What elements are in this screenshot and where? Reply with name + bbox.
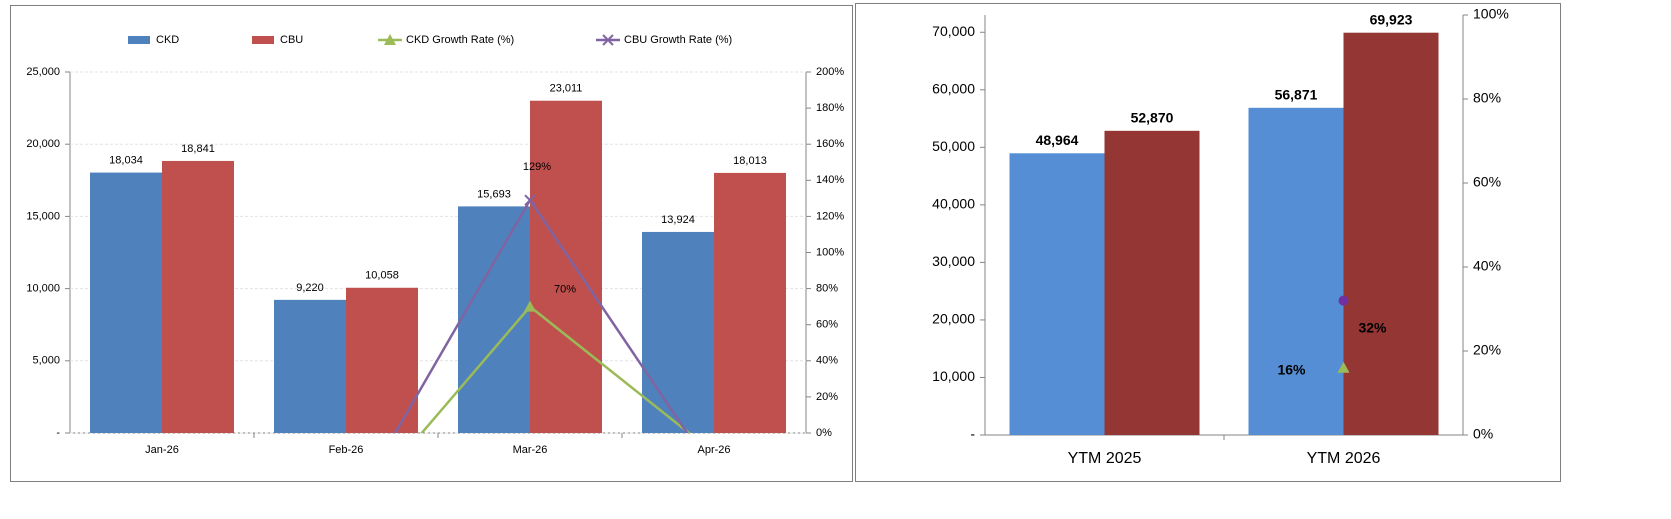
- data-label: 18,841: [181, 143, 215, 155]
- y-tick-label: 25,000: [26, 66, 60, 78]
- y2-tick-label: 60%: [816, 319, 838, 331]
- data-label: 13,924: [661, 214, 695, 226]
- line-layer: [1337, 295, 1350, 373]
- y-tick-label: 20,000: [26, 138, 60, 150]
- data-label: 56,871: [1275, 87, 1318, 103]
- legend-label: CBU: [280, 34, 303, 46]
- legend-swatch: [128, 36, 150, 44]
- chart-frame: [855, 3, 1561, 482]
- x-tick-label: Jan-26: [145, 444, 179, 456]
- y2-tick-label: 100%: [1473, 6, 1509, 22]
- y2-tick-label: 60%: [1473, 174, 1501, 190]
- y2-tick-label: 40%: [816, 355, 838, 367]
- x-tick-label: YTM 2026: [1307, 450, 1381, 467]
- bar: [90, 172, 162, 433]
- marker: [341, 513, 351, 519]
- y-tick-label: 30,000: [932, 253, 975, 269]
- y2-tick-label: 200%: [816, 66, 844, 78]
- y-tick-label: 60,000: [932, 80, 975, 96]
- bar: [714, 172, 786, 433]
- data-label: 32%: [1358, 319, 1387, 335]
- data-label: 9,220: [296, 282, 324, 294]
- y-tick-label: 50,000: [932, 138, 975, 154]
- y-tick-label: 70,000: [932, 23, 975, 39]
- bar: [1104, 130, 1200, 435]
- x-tick-label: Apr-26: [697, 444, 730, 456]
- data-label: 23,011: [550, 83, 583, 95]
- data-label: 18,013: [733, 155, 767, 167]
- data-label: 69,923: [1370, 11, 1413, 27]
- marker: [524, 300, 536, 312]
- line-layer: [340, 194, 692, 519]
- y2-tick-label: 40%: [1473, 258, 1501, 274]
- x-tick-label: Mar-26: [513, 444, 548, 456]
- y2-tick-label: 0%: [1473, 426, 1493, 442]
- y2-tick-label: 20%: [1473, 342, 1501, 358]
- bar: [162, 160, 234, 433]
- y-tick-label: -: [970, 426, 975, 442]
- data-label: 70%: [554, 284, 576, 296]
- marker: [340, 515, 352, 519]
- y2-tick-label: 100%: [816, 246, 844, 258]
- marker: [384, 34, 396, 45]
- y-tick-label: 10,000: [932, 368, 975, 384]
- x-tick-label: YTM 2025: [1068, 450, 1142, 467]
- y2-tick-label: 120%: [816, 210, 844, 222]
- y2-tick-label: 80%: [1473, 90, 1501, 106]
- data-label: 16%: [1277, 362, 1306, 378]
- bar: [1343, 32, 1439, 436]
- legend-swatch: [252, 36, 274, 44]
- marker: [602, 34, 614, 46]
- marker: [524, 194, 536, 206]
- y-tick-label: 10,000: [26, 283, 60, 295]
- y2-tick-label: 180%: [816, 102, 844, 114]
- y-tick-label: 5,000: [32, 355, 60, 367]
- x-tick-label: Feb-26: [329, 444, 364, 456]
- y2-tick-label: 160%: [816, 138, 844, 150]
- bar: [1009, 153, 1105, 436]
- bar: [642, 231, 714, 433]
- data-label: 10,058: [365, 270, 399, 282]
- legend-label: CBU Growth Rate (%): [624, 34, 732, 46]
- y2-tick-label: 20%: [816, 391, 838, 403]
- y-tick-label: 20,000: [932, 311, 975, 327]
- bar: [530, 100, 602, 433]
- y-tick-label: 40,000: [932, 196, 975, 212]
- data-label: 48,964: [1036, 132, 1079, 148]
- y2-tick-label: 0%: [816, 427, 832, 439]
- bar: [274, 299, 346, 433]
- marker: [1338, 295, 1349, 306]
- data-label: 15,693: [477, 188, 511, 200]
- marker: [1337, 361, 1350, 373]
- legend-label: CKD: [156, 34, 179, 46]
- bar: [346, 287, 418, 433]
- data-label: 52,870: [1131, 110, 1174, 126]
- legend-label: CKD Growth Rate (%): [406, 34, 514, 46]
- y2-tick-label: 80%: [816, 283, 838, 295]
- data-label: 129%: [523, 161, 551, 173]
- bar: [1248, 107, 1344, 435]
- data-label: 18,034: [109, 154, 143, 166]
- y2-tick-label: 140%: [816, 174, 844, 186]
- y-tick-label: -: [56, 427, 60, 439]
- y-tick-label: 15,000: [26, 210, 60, 222]
